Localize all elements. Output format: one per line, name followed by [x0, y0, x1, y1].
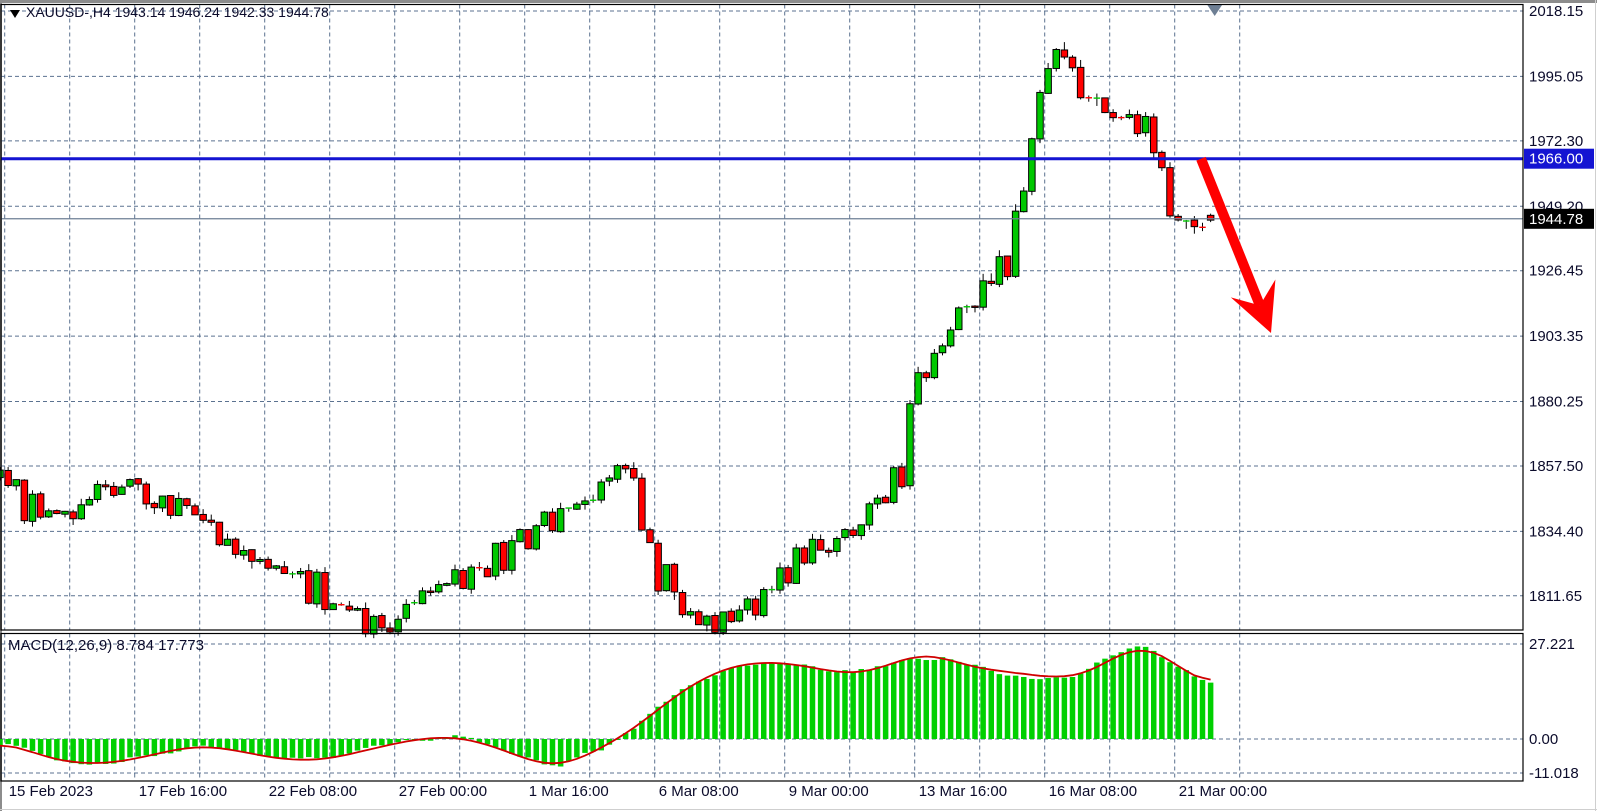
svg-text:1926.45: 1926.45	[1529, 263, 1583, 280]
svg-text:0.00: 0.00	[1529, 731, 1558, 748]
svg-text:27 Feb 00:00: 27 Feb 00:00	[399, 783, 487, 800]
svg-text:9 Mar 00:00: 9 Mar 00:00	[789, 783, 869, 800]
svg-text:MACD(12,26,9) 8.784 17.773: MACD(12,26,9) 8.784 17.773	[8, 637, 204, 654]
svg-text:1966.00: 1966.00	[1529, 151, 1583, 168]
svg-text:1972.30: 1972.30	[1529, 133, 1583, 150]
svg-text:1903.35: 1903.35	[1529, 328, 1583, 345]
svg-text:1995.05: 1995.05	[1529, 68, 1583, 85]
svg-text:27.221: 27.221	[1529, 636, 1575, 653]
svg-text:-11.018: -11.018	[1529, 765, 1579, 782]
svg-text:1 Mar 16:00: 1 Mar 16:00	[529, 783, 609, 800]
svg-text:16 Mar 08:00: 16 Mar 08:00	[1049, 783, 1137, 800]
svg-text:21 Mar 00:00: 21 Mar 00:00	[1179, 783, 1267, 800]
svg-text:13 Mar 16:00: 13 Mar 16:00	[919, 783, 1007, 800]
svg-text:22 Feb 08:00: 22 Feb 08:00	[269, 783, 357, 800]
svg-text:1811.65: 1811.65	[1529, 588, 1582, 605]
svg-text:XAUUSD-,H4 1943.14 1946.24 1: XAUUSD-,H4 1943.14 1946.24 1942.33 1944.…	[26, 4, 329, 20]
svg-text:1880.25: 1880.25	[1529, 394, 1583, 411]
svg-text:1944.78: 1944.78	[1529, 211, 1583, 228]
svg-text:6 Mar 08:00: 6 Mar 08:00	[659, 783, 739, 800]
svg-text:17 Feb 16:00: 17 Feb 16:00	[139, 783, 227, 800]
svg-text:15 Feb 2023: 15 Feb 2023	[9, 783, 93, 800]
svg-text:1857.50: 1857.50	[1529, 458, 1583, 475]
svg-text:1834.40: 1834.40	[1529, 523, 1583, 540]
svg-text:2018.15: 2018.15	[1529, 3, 1583, 20]
